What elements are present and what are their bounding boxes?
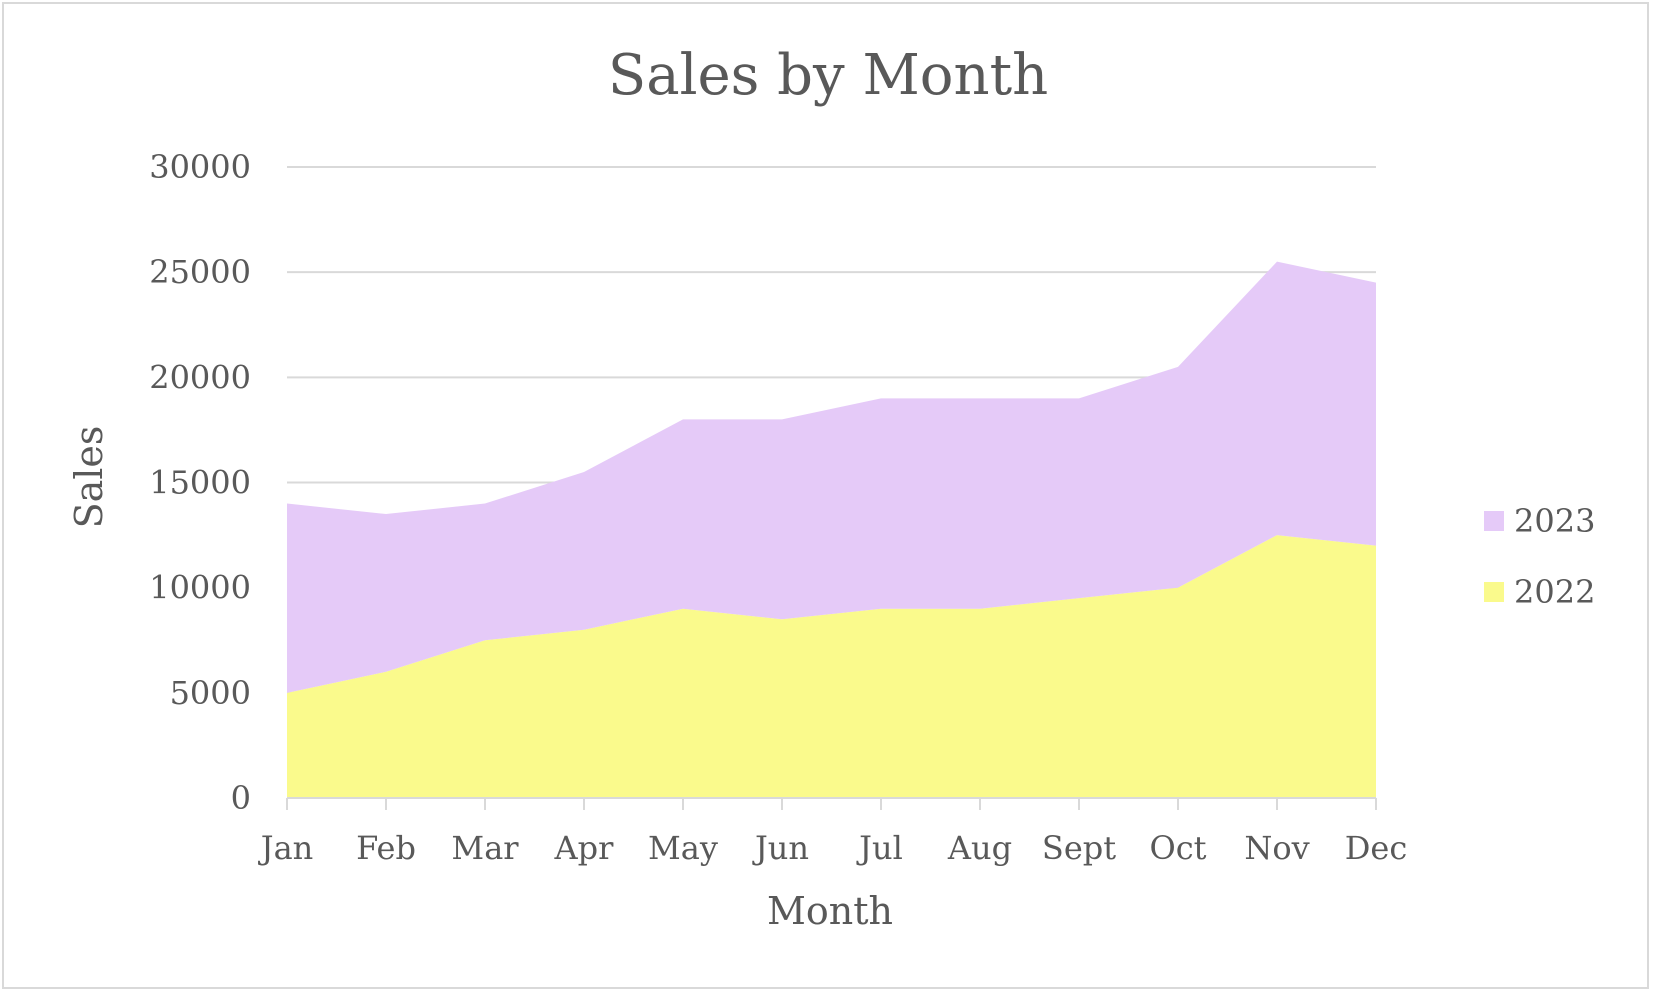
- x-tick-label: Dec: [1345, 829, 1408, 867]
- x-tick-label: Apr: [554, 829, 615, 867]
- y-tick-label: 15000: [149, 464, 251, 502]
- x-axis: [286, 797, 1377, 810]
- x-tick-label: Sept: [1042, 829, 1116, 867]
- x-tick-label: Aug: [947, 829, 1012, 867]
- area-series-group: [287, 261, 1376, 798]
- area-series-2022: [287, 535, 1376, 798]
- x-tick-label: Nov: [1244, 829, 1309, 867]
- chart-title: Sales by Month: [608, 43, 1048, 108]
- x-tick-label: Jul: [856, 829, 903, 867]
- y-tick-label: 20000: [149, 358, 251, 396]
- y-tick-label: 25000: [149, 253, 251, 291]
- x-tick-label: Jun: [752, 829, 809, 867]
- legend-swatch-2023: [1484, 511, 1504, 531]
- x-tick-label: Jan: [258, 829, 314, 867]
- y-tick-label: 30000: [149, 148, 251, 186]
- x-tick-label: May: [648, 829, 718, 867]
- legend: 2023 2022: [1484, 502, 1595, 611]
- x-tick-label: Mar: [451, 829, 519, 867]
- legend-swatch-2022: [1484, 582, 1504, 602]
- y-tick-label: 5000: [170, 674, 251, 712]
- y-tick-label: 10000: [149, 569, 251, 607]
- x-axis-title: Month: [767, 889, 893, 933]
- x-tick-label: Oct: [1149, 829, 1206, 867]
- legend-label-2023: 2023: [1514, 502, 1595, 540]
- x-axis-tick-labels: Jan Feb Mar Apr May Jun Jul Aug Sept Oct Nov Dec: [258, 829, 1408, 867]
- y-axis-tick-labels: 0 5000 10000 15000 20000 25000 30000: [149, 148, 251, 817]
- legend-label-2022: 2022: [1514, 573, 1595, 611]
- y-axis-title: Sales: [67, 426, 111, 529]
- y-tick-label: 0: [231, 779, 251, 817]
- x-tick-label: Feb: [356, 829, 416, 867]
- area-series-2023: [287, 261, 1376, 693]
- chart-svg: Sales by Month 0 5000 10000 15000 20000 25000…: [67, 43, 1595, 933]
